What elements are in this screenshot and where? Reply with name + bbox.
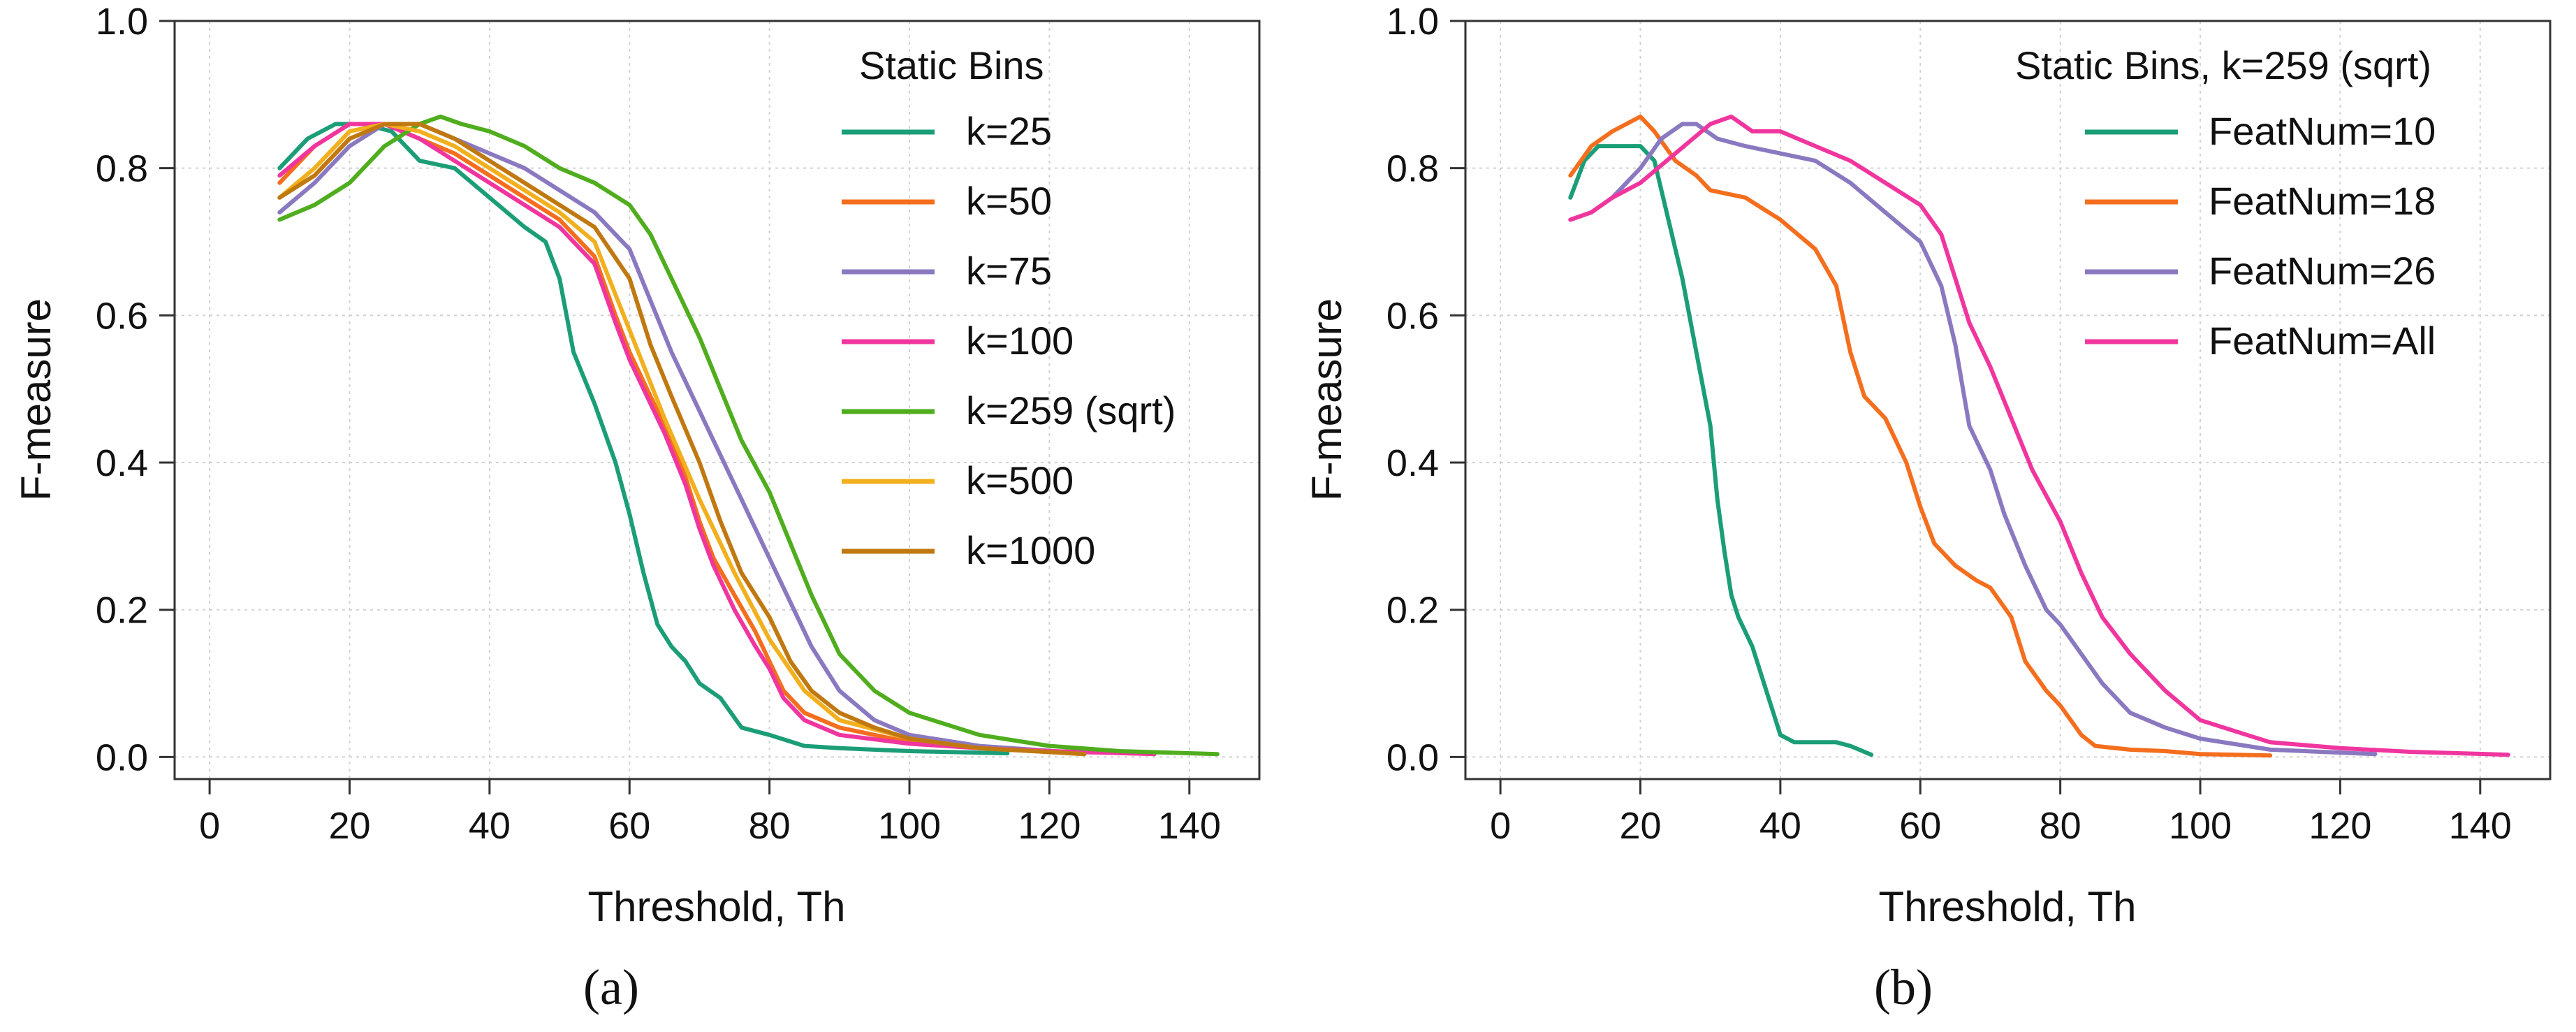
y-tick-label: 0.4 <box>96 442 148 484</box>
panel-b-caption: (b) <box>1874 959 1933 1015</box>
series-line <box>1568 114 2510 757</box>
panel-a-ylabel: F-measure <box>13 298 59 501</box>
legend-title: Static Bins, k=259 (sqrt) <box>2015 43 2431 87</box>
panel-b-ylabel: F-measure <box>1303 298 1350 501</box>
series-line <box>1568 114 2273 758</box>
legend-label: k=25 <box>966 109 1052 153</box>
panel-a-legend: Static Bins k=25 k=50 k=75 k=100 k=259 (sqrt)… <box>842 43 1176 572</box>
legend-title: Static Bins <box>859 43 1044 87</box>
x-tick-label: 60 <box>1899 805 1941 847</box>
panel-b-plot-frame <box>1464 20 2552 780</box>
x-tick-label: 120 <box>2308 805 2371 847</box>
legend-label: k=259 (sqrt) <box>966 388 1176 433</box>
series-line <box>277 114 1220 757</box>
y-tick-label: 0.0 <box>96 736 148 778</box>
panel-a-series <box>277 114 1220 757</box>
x-tick-label: 80 <box>2040 805 2081 847</box>
y-tick-label: 0.6 <box>1386 295 1439 337</box>
legend-label: FeatNum=10 <box>2209 109 2436 153</box>
legend-label: k=50 <box>966 179 1052 223</box>
x-tick-label: 140 <box>2449 805 2512 847</box>
series-line <box>1568 144 1874 757</box>
panel-a: 0 20 40 60 80 100 120 140 0.0 0.2 0.4 0.6 0.8 1.0 Sta… <box>13 1 1261 1015</box>
x-tick-label: 0 <box>199 805 220 847</box>
y-tick-label: 0.2 <box>1386 590 1439 632</box>
legend-label: FeatNum=All <box>2209 319 2436 363</box>
y-tick-label: 0.8 <box>96 148 148 190</box>
x-tick-label: 40 <box>469 805 511 847</box>
y-tick-label: 1.0 <box>1386 1 1439 43</box>
series-line <box>1568 122 2378 757</box>
panel-a-ticks: 0 20 40 60 80 100 120 140 0.0 0.2 0.4 0.6 0.8 1.0 <box>96 1 1221 847</box>
x-tick-label: 100 <box>878 805 941 847</box>
panel-a-plot-frame <box>173 20 1261 780</box>
x-tick-label: 0 <box>1490 805 1511 847</box>
panel-b-series <box>1568 114 2510 758</box>
x-tick-label: 140 <box>1158 805 1221 847</box>
panel-a-caption: (a) <box>583 959 639 1015</box>
legend-label: k=100 <box>966 319 1074 363</box>
y-tick-label: 0.0 <box>1386 736 1439 778</box>
x-tick-label: 80 <box>749 805 791 847</box>
panel-b-xlabel: Threshold, Th <box>1878 883 2136 930</box>
panel-a-xlabel: Threshold, Th <box>587 883 845 930</box>
series-line <box>277 122 1157 757</box>
x-tick-label: 40 <box>1759 805 1801 847</box>
legend-label: k=500 <box>966 458 1074 502</box>
panel-b: 0 20 40 60 80 100 120 140 0.0 0.2 0.4 0.6 0.8 1.0 Sta… <box>1303 1 2552 1015</box>
x-tick-label: 100 <box>2169 805 2232 847</box>
series-line <box>277 122 1010 756</box>
x-tick-label: 60 <box>608 805 650 847</box>
y-tick-label: 0.8 <box>1386 148 1439 190</box>
x-tick-label: 20 <box>1619 805 1661 847</box>
y-tick-label: 0.4 <box>1386 442 1439 484</box>
legend-label: k=75 <box>966 249 1052 293</box>
legend-label: FeatNum=26 <box>2209 249 2436 293</box>
legend-label: FeatNum=18 <box>2209 179 2436 223</box>
x-tick-label: 20 <box>328 805 370 847</box>
panel-b-legend: Static Bins, k=259 (sqrt) FeatNum=10 FeatN… <box>2015 43 2436 363</box>
legend-label: k=1000 <box>966 528 1095 572</box>
y-tick-label: 1.0 <box>96 1 148 43</box>
x-tick-label: 120 <box>1018 805 1081 847</box>
panel-b-ticks: 0 20 40 60 80 100 120 140 0.0 0.2 0.4 0.6 0.8 1.0 <box>1386 1 2512 847</box>
series-line <box>277 122 1087 757</box>
panel-b-grid <box>1465 20 2550 779</box>
y-tick-label: 0.2 <box>96 590 148 632</box>
y-tick-label: 0.6 <box>96 295 148 337</box>
